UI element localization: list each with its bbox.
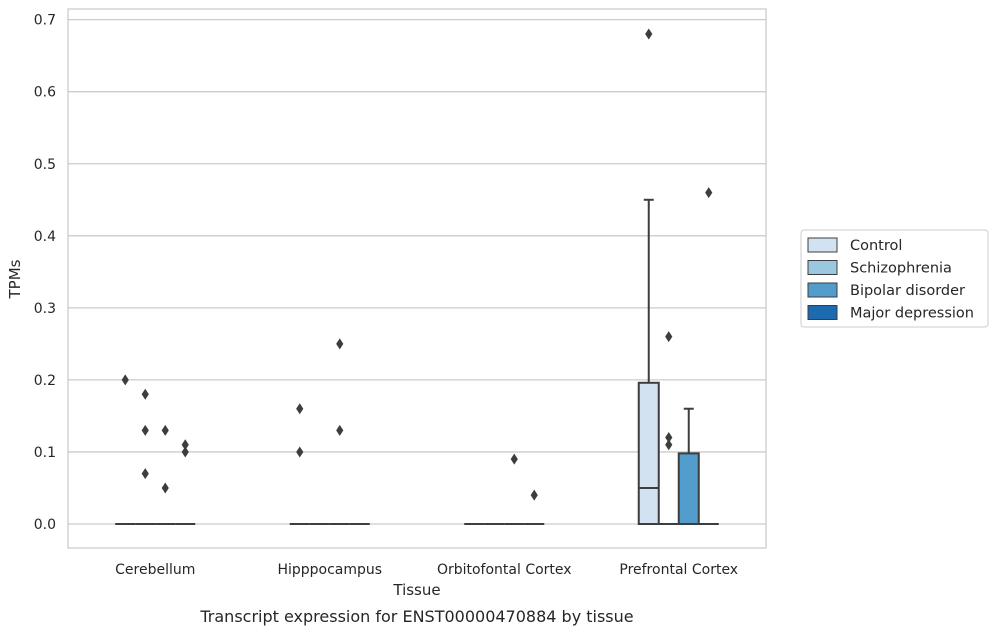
box-bipolar-disorder	[504, 453, 525, 525]
outlier-point	[336, 338, 344, 350]
y-tick-label: 0.4	[34, 229, 56, 245]
outlier-point	[161, 424, 169, 436]
legend-item: Control	[807, 237, 902, 254]
x-tick-label: Cerebellum	[115, 562, 195, 578]
outlier-point	[705, 187, 713, 199]
outlier-point	[665, 331, 673, 343]
legend-item: Bipolar disorder	[807, 282, 965, 299]
box-control	[115, 374, 136, 525]
y-tick-labels: 0.0 0.1 0.2 0.3 0.4 0.5 0.6 0.7	[34, 13, 56, 533]
y-tick-label: 0.5	[34, 157, 56, 173]
y-tick-label: 0.7	[34, 13, 56, 29]
box-major-depression	[524, 489, 545, 525]
outlier-point	[161, 482, 169, 494]
y-axis-title: TPMs	[6, 259, 24, 299]
outlier-point	[645, 28, 653, 40]
x-tick-label: Hipppocampus	[277, 562, 382, 578]
x-tick-labels: Cerebellum Hipppocampus Orbitofontal Corte…	[115, 562, 738, 578]
box-body	[637, 381, 660, 526]
legend-label: Control	[850, 238, 902, 254]
box-control	[637, 28, 660, 526]
y-tick-label: 0.2	[34, 373, 56, 389]
legend-label: Schizophrenia	[850, 261, 952, 277]
outlier-point	[665, 432, 673, 444]
legend-item: Schizophrenia	[807, 260, 952, 277]
y-tick-label: 0.1	[34, 445, 56, 461]
legend-frame	[800, 229, 989, 328]
plot-frame	[67, 8, 767, 549]
y-tick-label: 0.0	[34, 517, 56, 533]
y-tick-label: 0.6	[34, 85, 56, 101]
box-bipolar-disorder	[677, 407, 700, 525]
box-schizophrenia	[135, 388, 156, 525]
x-tick-label: Prefrontal Cortex	[619, 562, 738, 578]
outlier-point	[121, 374, 129, 386]
box-control	[289, 403, 310, 525]
box-elements	[115, 28, 719, 526]
outlier-point	[510, 453, 518, 465]
chart-caption: Transcript expression for ENST0000047088…	[199, 607, 633, 626]
legend-swatch	[807, 305, 838, 320]
outlier-point	[141, 388, 149, 400]
box-body	[677, 452, 700, 525]
box-major-depression	[698, 187, 719, 525]
x-axis-title: Tissue	[392, 581, 440, 599]
legend-item: Major depression	[807, 305, 974, 322]
outlier-point	[141, 468, 149, 480]
legend-swatch	[807, 282, 838, 298]
box-schizophrenia	[658, 331, 679, 525]
box-bipolar-disorder	[155, 424, 176, 525]
outlier-point	[296, 446, 304, 458]
legend-swatch	[807, 260, 838, 275]
box-bipolar-disorder	[329, 338, 350, 525]
outlier-point	[296, 403, 304, 415]
outlier-point	[336, 424, 344, 436]
outlier-point	[181, 446, 189, 458]
y-tick-label: 0.3	[34, 301, 56, 317]
outlier-point	[141, 424, 149, 436]
outlier-point	[530, 489, 538, 501]
legend: Control Schizophrenia Bipolar disorder Majo…	[800, 229, 989, 328]
box-major-depression	[175, 439, 196, 525]
legend-swatch	[807, 237, 838, 253]
x-tick-label: Orbitofontal Cortex	[437, 562, 572, 578]
legend-label: Major depression	[850, 306, 974, 322]
legend-label: Bipolar disorder	[850, 283, 965, 299]
outlier-point	[181, 439, 189, 451]
outlier-point	[665, 439, 673, 451]
